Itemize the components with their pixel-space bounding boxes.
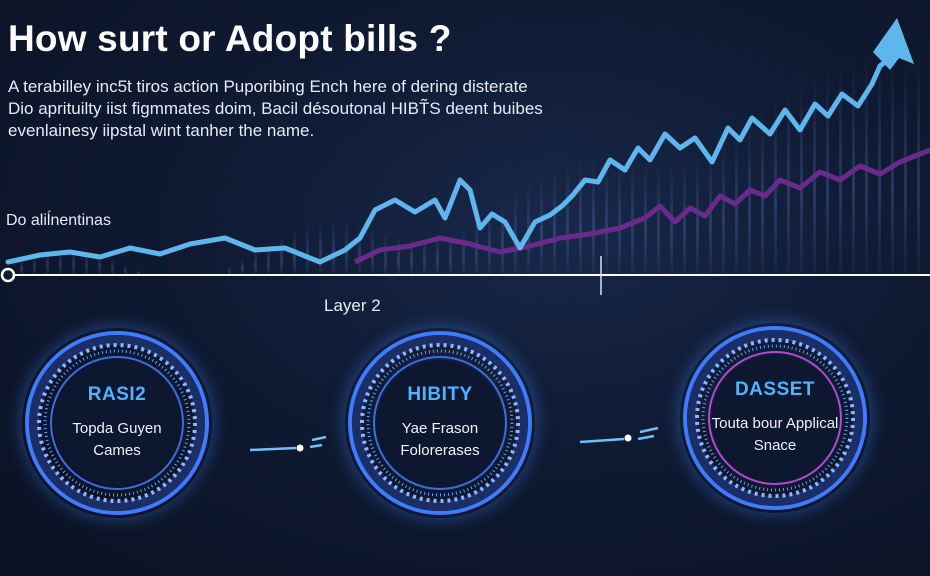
ring-icon xyxy=(25,331,209,515)
baseline-start-marker xyxy=(0,267,16,283)
ring-icon xyxy=(348,331,532,515)
side-label: Do aliĺnentinas xyxy=(6,212,111,229)
node-ring-1: RASI2 Topda Guyen Cames xyxy=(22,328,212,518)
node-body: Touta bour Applical Snace xyxy=(711,415,839,454)
connector-arrow-icon xyxy=(579,426,659,444)
page-title: How surt or Adopt bills ? xyxy=(8,18,452,59)
node-ring-3: DASSET Touta bour Applical Snace xyxy=(680,323,870,513)
node-body: Yae Frason Folorerases xyxy=(400,420,480,459)
subtitle-line: A terabilley inc5̈t tiros action Puporib… xyxy=(8,77,528,96)
up-arrow-icon xyxy=(873,18,914,70)
layer-label: Layer 2 xyxy=(324,296,381,315)
blue-trend-line xyxy=(5,55,893,265)
background-grid-bars xyxy=(20,52,920,275)
node-body: Topda Guyen Cames xyxy=(72,420,162,459)
node-title: DASSET xyxy=(734,379,816,400)
trend-chart xyxy=(0,18,930,295)
subtitle-line: Dio aprituilty iist figmmates doim, Baci… xyxy=(8,99,543,118)
purple-trend-line xyxy=(353,147,930,265)
subtitle: A terabilley inc5̈t tiros action Puporib… xyxy=(8,76,608,142)
node-title: RASI2 xyxy=(87,384,147,405)
node-ring-2: HIBITY Yae Frason Folorerases xyxy=(345,328,535,518)
ring-icon xyxy=(683,326,867,510)
node-title: HIBITY xyxy=(407,384,473,405)
subtitle-line: evenlainesy iipstal wint tanher the name… xyxy=(8,121,315,140)
connector-arrow-icon xyxy=(249,435,327,452)
